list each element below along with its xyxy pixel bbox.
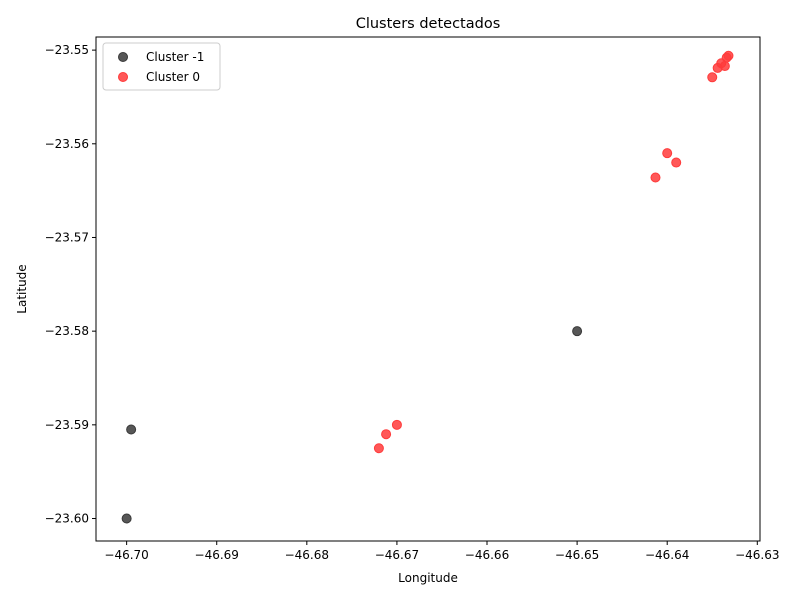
data-point-cluster-0	[723, 50, 734, 61]
y-axis-label: Latitude	[15, 264, 29, 313]
x-tick-label: −46.68	[285, 548, 329, 562]
legend-label-cluster-0: Cluster 0	[146, 70, 200, 84]
data-point-cluster-0	[373, 443, 384, 454]
plot-frame	[95, 36, 761, 542]
plot-area	[96, 37, 760, 541]
chart-title: Clusters detectados	[356, 16, 501, 32]
x-tick-label: −46.67	[375, 548, 419, 562]
data-point-cluster-minus-1	[572, 326, 583, 337]
x-tick-label: −46.66	[465, 548, 509, 562]
legend-label-cluster-minus-1: Cluster -1	[146, 50, 204, 64]
y-tick-label: −23.55	[45, 43, 89, 57]
x-tick-label: −46.69	[195, 548, 239, 562]
x-tick-label: −46.64	[645, 548, 689, 562]
data-point-cluster-minus-1	[121, 513, 132, 524]
data-point-cluster-minus-1	[126, 424, 137, 435]
y-axis-ticks: −23.55 −23.56 −23.57 −23.58 −23.59 −23.60	[45, 43, 96, 526]
data-point-cluster-0	[707, 72, 718, 83]
data-point-cluster-0	[719, 61, 730, 72]
y-tick-label: −23.58	[45, 324, 89, 338]
x-axis-ticks: −46.70 −46.69 −46.68 −46.67 −46.66 −46.65 −46.…	[104, 541, 780, 562]
x-tick-label: −46.70	[104, 548, 148, 562]
legend-marker-cluster-minus-1	[118, 52, 128, 62]
legend-marker-cluster-0	[118, 72, 128, 82]
x-tick-label: −46.63	[735, 548, 779, 562]
data-point-cluster-0	[381, 429, 392, 440]
y-tick-label: −23.60	[45, 512, 89, 526]
legend: Cluster -1 Cluster 0	[102, 42, 221, 91]
data-point-cluster-0	[391, 419, 402, 430]
y-tick-label: −23.56	[45, 137, 89, 151]
data-point-cluster-0	[662, 148, 673, 159]
y-tick-label: −23.59	[45, 418, 89, 432]
data-points	[121, 50, 734, 524]
x-tick-label: −46.65	[555, 548, 599, 562]
data-point-cluster-0	[671, 157, 682, 168]
x-axis-label: Longitude	[398, 571, 458, 585]
legend-box	[102, 42, 221, 91]
data-point-cluster-0	[650, 172, 661, 183]
y-tick-label: −23.57	[45, 230, 89, 244]
